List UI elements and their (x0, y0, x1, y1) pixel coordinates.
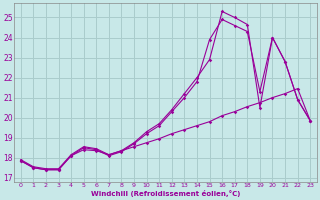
X-axis label: Windchill (Refroidissement éolien,°C): Windchill (Refroidissement éolien,°C) (91, 190, 240, 197)
